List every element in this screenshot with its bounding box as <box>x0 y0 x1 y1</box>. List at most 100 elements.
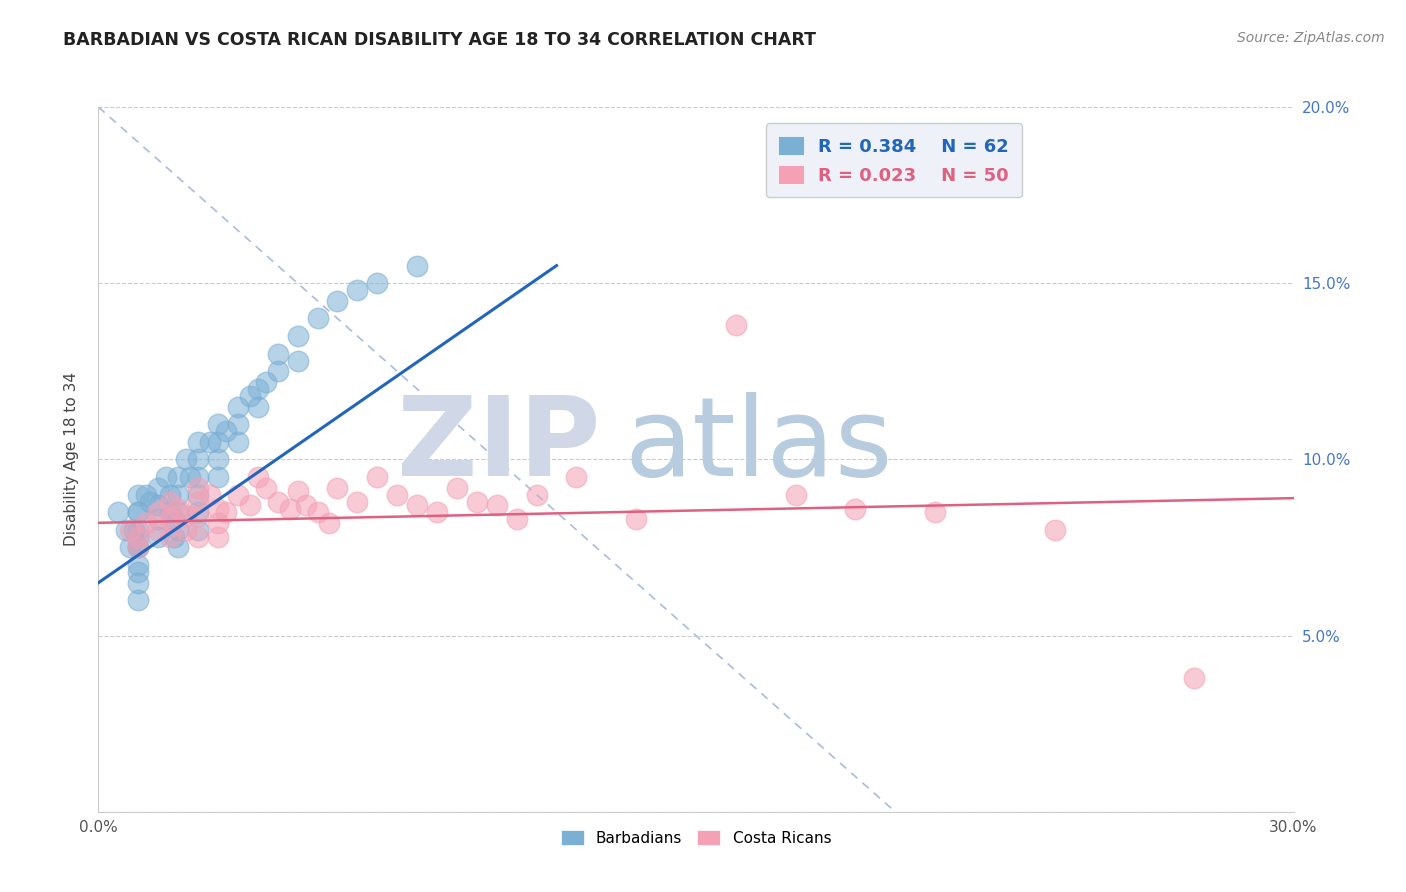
Point <box>155 470 177 484</box>
Point <box>326 293 349 308</box>
Point <box>187 470 209 484</box>
Point <box>226 417 249 431</box>
Point <box>187 523 209 537</box>
Point <box>226 487 249 501</box>
Point <box>127 487 149 501</box>
Point <box>239 498 262 512</box>
Point <box>207 516 229 530</box>
Point <box>120 541 142 555</box>
Point <box>326 481 349 495</box>
Point <box>167 501 190 516</box>
Point <box>167 505 190 519</box>
Point <box>198 434 221 449</box>
Point <box>1043 523 1066 537</box>
Point <box>215 505 238 519</box>
Point <box>406 498 429 512</box>
Point <box>254 481 277 495</box>
Point <box>139 494 162 508</box>
Point <box>148 505 170 519</box>
Point <box>207 501 229 516</box>
Point <box>187 530 209 544</box>
Point <box>844 501 866 516</box>
Point <box>366 470 388 484</box>
Point <box>198 487 221 501</box>
Point <box>127 505 149 519</box>
Point <box>526 487 548 501</box>
Point <box>215 424 238 438</box>
Point <box>406 259 429 273</box>
Point <box>179 470 201 484</box>
Point <box>207 470 229 484</box>
Point <box>187 494 209 508</box>
Text: ZIP: ZIP <box>396 392 600 499</box>
Point <box>207 417 229 431</box>
Point <box>346 494 368 508</box>
Point <box>163 512 186 526</box>
Point <box>127 541 149 555</box>
Point <box>267 494 290 508</box>
Point <box>307 311 329 326</box>
Point <box>127 530 149 544</box>
Point <box>924 153 946 167</box>
Text: Source: ZipAtlas.com: Source: ZipAtlas.com <box>1237 31 1385 45</box>
Point <box>287 353 309 368</box>
Point <box>785 487 807 501</box>
Point <box>159 530 181 544</box>
Point <box>127 541 149 555</box>
Point <box>226 434 249 449</box>
Point <box>246 382 269 396</box>
Point <box>267 364 290 378</box>
Legend: Barbadians, Costa Ricans: Barbadians, Costa Ricans <box>553 822 839 854</box>
Point <box>167 487 190 501</box>
Point <box>120 523 142 537</box>
Point <box>187 452 209 467</box>
Point <box>174 523 197 537</box>
Point <box>1182 671 1205 685</box>
Point <box>159 494 181 508</box>
Point <box>724 318 747 333</box>
Point <box>124 523 146 537</box>
Point <box>159 512 181 526</box>
Point <box>187 481 209 495</box>
Point <box>127 593 149 607</box>
Point <box>159 487 181 501</box>
Point <box>127 523 149 537</box>
Y-axis label: Disability Age 18 to 34: Disability Age 18 to 34 <box>65 372 79 547</box>
Point <box>187 505 209 519</box>
Point <box>167 470 190 484</box>
Point <box>346 283 368 297</box>
Point <box>246 400 269 414</box>
Point <box>924 505 946 519</box>
Point <box>626 512 648 526</box>
Point <box>278 501 301 516</box>
Point <box>287 484 309 499</box>
Point <box>465 494 488 508</box>
Point <box>135 487 157 501</box>
Point <box>239 389 262 403</box>
Point <box>385 487 409 501</box>
Point <box>163 530 186 544</box>
Point <box>127 558 149 573</box>
Point <box>174 452 197 467</box>
Point <box>207 530 229 544</box>
Point <box>127 530 149 544</box>
Point <box>226 400 249 414</box>
Point <box>148 512 170 526</box>
Point <box>127 565 149 579</box>
Point <box>246 470 269 484</box>
Point <box>506 512 529 526</box>
Point <box>107 505 129 519</box>
Point <box>366 276 388 290</box>
Point <box>307 505 329 519</box>
Point <box>426 505 449 519</box>
Point <box>187 487 209 501</box>
Point <box>207 452 229 467</box>
Point <box>318 516 340 530</box>
Point <box>167 523 190 537</box>
Point <box>127 575 149 590</box>
Point <box>148 481 170 495</box>
Point <box>115 523 138 537</box>
Point <box>267 346 290 360</box>
Point <box>485 498 508 512</box>
Text: BARBADIAN VS COSTA RICAN DISABILITY AGE 18 TO 34 CORRELATION CHART: BARBADIAN VS COSTA RICAN DISABILITY AGE … <box>63 31 817 49</box>
